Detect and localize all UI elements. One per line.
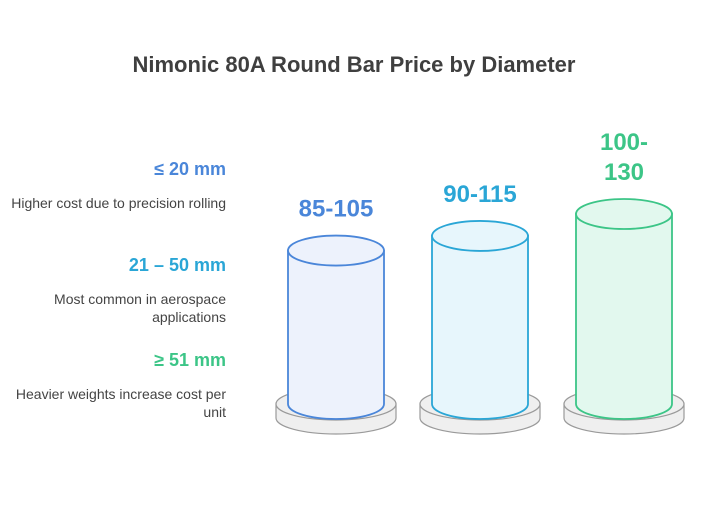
bar-top-small [287, 234, 385, 267]
legend-desc-large: Heavier weights increase cost per unit [15, 386, 226, 420]
bar-small [287, 249, 385, 420]
data-label-medium: 90-115 [443, 181, 516, 208]
chart-title: Nimonic 80A Round Bar Price by Diameter [132, 52, 576, 77]
legend-desc-small: Higher cost due to precision rolling [11, 195, 226, 211]
legend-label-medium: 21 – 50 mm [128, 255, 226, 275]
bar-top-medium [431, 220, 529, 252]
bar-medium [431, 235, 529, 420]
legend-label-large: ≥ 51 mm [154, 350, 226, 370]
legend-label-small: ≤ 20 mm [154, 159, 226, 179]
legend-desc-medium: Most common in aerospace applications [54, 291, 226, 325]
legend-item-medium: 21 – 50 mm Most common in aerospace appl… [6, 254, 226, 326]
data-label-small: 85-105 [299, 196, 374, 223]
bar-large [575, 213, 673, 420]
data-label-large-line-1: 100- [600, 129, 648, 156]
data-label-large-line-2: 130 [604, 159, 644, 186]
bar-top-large [575, 198, 673, 230]
legend-item-small: ≤ 20 mm Higher cost due to precision rol… [6, 158, 226, 212]
legend-item-large: ≥ 51 mm Heavier weights increase cost pe… [6, 349, 226, 421]
